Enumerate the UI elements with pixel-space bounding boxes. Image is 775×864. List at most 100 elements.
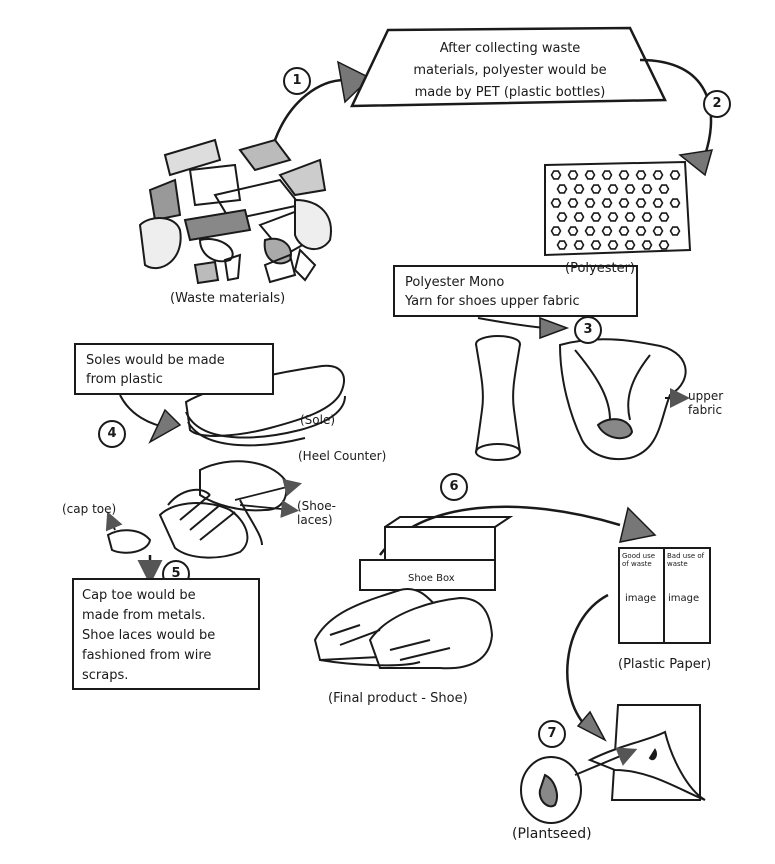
step-number-6: 6 [440,473,468,501]
heel-counter-pointer [234,478,302,501]
polyester-hex-cell [618,226,630,236]
arrow-step3 [477,317,546,329]
seed-paper-illustration [587,704,706,801]
polyester-hex-cell [669,170,681,180]
polyester-hex-cell [567,226,579,236]
step5-line-3: Shoe laces would be [82,628,216,643]
step5-box: Cap toe would be made from metals. Shoe … [72,578,260,690]
polyester-hex-cell [658,184,670,194]
cap-toe-pointer [105,511,123,532]
step5-line-5: scraps. [82,668,129,683]
polyester-hex-cell [556,212,568,222]
step4-box: Soles would be made from plastic [74,343,274,395]
arrow-step7-head [576,710,607,742]
polyester-hex-cell [573,240,585,250]
label-plant-seed: (Plantseed) [512,826,592,842]
step3-box: Polyester Mono Yarn for shoes upper fabr… [393,265,638,317]
label-cap-toe: (cap toe) [62,502,117,516]
arrow-step2-head [678,149,714,177]
label-final-product: (Final product - Shoe) [328,691,468,706]
polyester-fabric-illustration [544,160,692,257]
step3-line-2: Yarn for shoes upper fabric [405,294,580,309]
polyester-hex-cell [550,170,562,180]
polyester-hex-cell [550,226,562,236]
arrow-step7 [566,593,609,731]
shoe-components-illustration [106,460,288,559]
step4-line-1: Soles would be made [86,353,225,368]
arrow-step3-head [539,316,570,340]
polyester-hex-cell [635,226,647,236]
shoe-laces-pointer [239,500,300,518]
step1-description: After collecting waste materials, polyes… [370,38,650,104]
paper-left-image: image [625,593,657,604]
step1-line-2: materials, polyester would be [413,63,607,78]
label-sole: (Sole) [300,413,336,427]
polyester-hex-cell [584,198,596,208]
polyester-hex-cell [624,212,636,222]
polyester-hex-cell [635,198,647,208]
polyester-hex-cell [567,170,579,180]
step-number-7: 7 [538,720,566,748]
step1-box-outline [350,26,667,108]
arrow-step6-head [619,506,657,543]
upper-fabric-illustration [558,338,687,460]
arrow-step2 [639,58,713,156]
step-number-1: 1 [283,67,311,95]
shoe-box-illustration [359,516,514,591]
polyester-hex-cell [641,212,653,222]
arrow-step1-head [337,60,372,104]
step5-line-4: fashioned from wire [82,648,212,663]
step-number-4: 4 [98,420,126,448]
polyester-hex-cell [573,212,585,222]
polyester-hex-cell [590,184,602,194]
waste-pile-illustration [138,138,332,285]
step4-line-2: from plastic [86,372,163,387]
arrow-step4-head [148,408,182,444]
polyester-hex-cell [652,198,664,208]
polyester-hex-cell [669,198,681,208]
label-plastic-paper: (Plastic Paper) [618,657,712,672]
final-shoes-illustration [313,588,494,670]
polyester-hex-cell [601,170,613,180]
polyester-hex-cell [658,212,670,222]
polyester-hex-cell [624,184,636,194]
polyester-hex-cell [624,240,636,250]
polyester-hex-cell [635,170,647,180]
polyester-hex-cell [567,198,579,208]
polyester-hex-cell [601,226,613,236]
polyester-hex-cell [618,170,630,180]
polyester-hex-cell [641,184,653,194]
label-waste-materials: (Waste materials) [170,291,286,306]
seed-pointer [574,747,638,776]
polyester-hex-cell [550,198,562,208]
polyester-hex-cell [573,184,585,194]
polyester-hex-cell [607,212,619,222]
polyester-hex-cell [641,240,653,250]
step3-line-1: Polyester Mono [405,275,505,290]
label-shoe-box: Shoe Box [408,573,455,584]
polyester-hex-cell [652,170,664,180]
polyester-hex-cell [658,240,670,250]
polyester-hex-cell [590,240,602,250]
polyester-hex-cell [556,240,568,250]
label-shoe-laces: (Shoe- laces) [297,499,336,527]
plant-seed-illustration [520,756,582,824]
arrow-step1 [273,78,346,141]
label-upper-fabric: upper fabric [688,389,724,417]
plastic-paper-illustration [618,547,711,644]
polyester-hex-cell [556,184,568,194]
step5-line-1: Cap toe would be [82,588,196,603]
polyester-hex-cell [607,184,619,194]
label-heel-counter: (Heel Counter) [298,449,387,463]
yarn-spool-illustration [474,335,522,461]
paper-left-heading: Good use of waste [622,552,656,568]
polyester-hex-cell [601,198,613,208]
paper-right-heading: Bad use of waste [667,552,705,568]
polyester-hex-cell [652,226,664,236]
step-number-3: 3 [574,316,602,344]
paper-right-image: image [668,593,700,604]
polyester-hex-cell [590,212,602,222]
polyester-hex-cell [584,170,596,180]
